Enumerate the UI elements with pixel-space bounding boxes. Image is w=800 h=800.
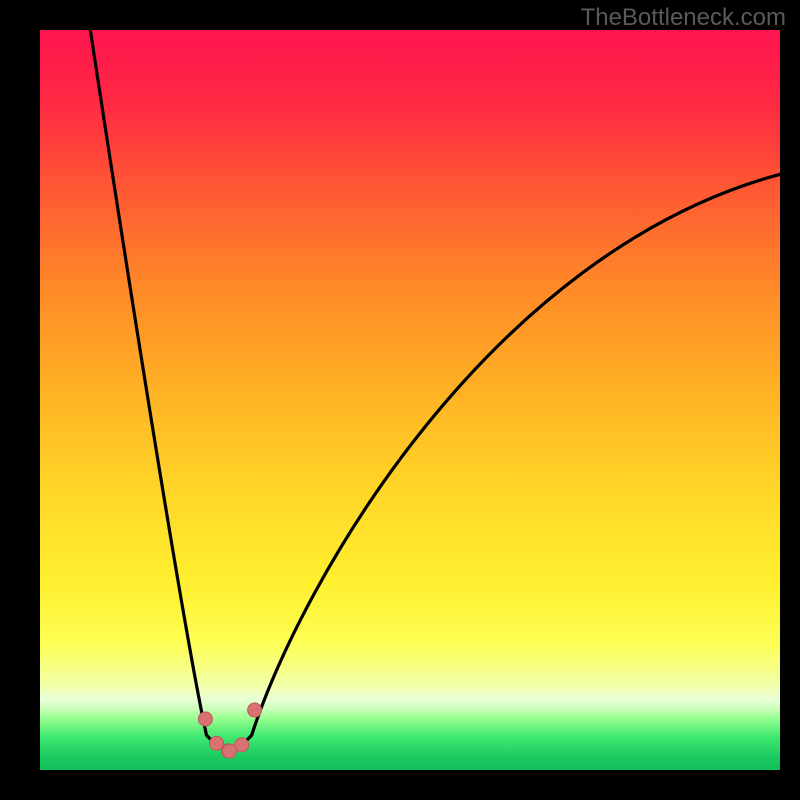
- watermark-text: TheBottleneck.com: [581, 4, 786, 32]
- chart-stage: TheBottleneck.com: [0, 0, 800, 800]
- data-marker: [198, 712, 212, 726]
- bottleneck-curve: [90, 30, 780, 748]
- plot-area: [40, 30, 780, 770]
- curve-layer: [40, 30, 780, 770]
- data-marker: [235, 738, 249, 752]
- data-marker: [248, 703, 262, 717]
